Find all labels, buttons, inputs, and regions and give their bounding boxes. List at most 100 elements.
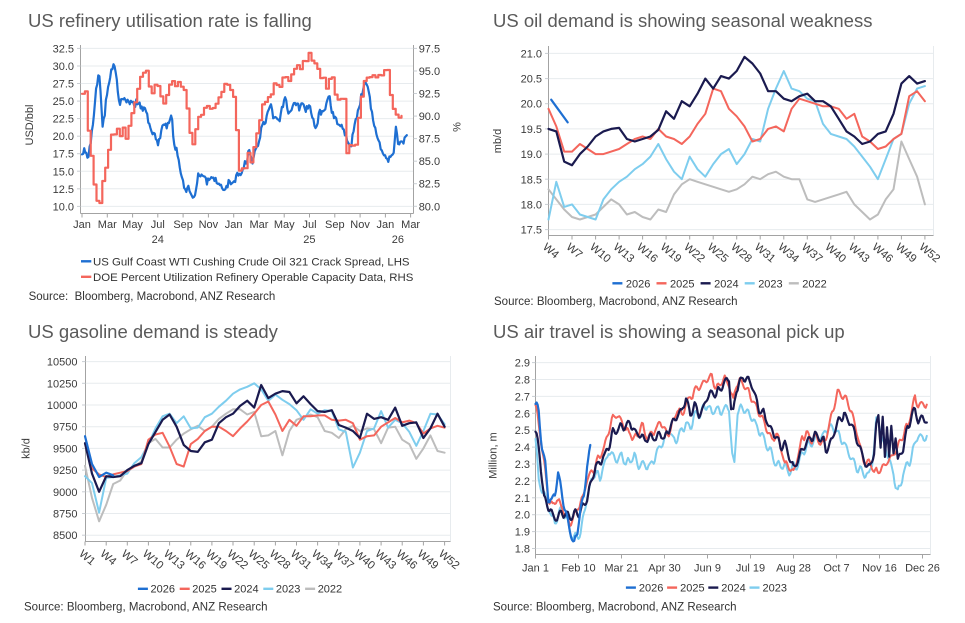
svg-text:21.0: 21.0 — [521, 48, 542, 60]
svg-text:Dec 26: Dec 26 — [905, 563, 940, 575]
svg-text:15.0: 15.0 — [53, 166, 74, 178]
svg-text:US air travel is showing a sea: US air travel is showing a seasonal pick… — [493, 321, 845, 342]
svg-text:18.5: 18.5 — [521, 174, 542, 186]
svg-text:Jan: Jan — [73, 219, 91, 231]
svg-text:18.0: 18.0 — [521, 199, 542, 211]
svg-text:2.3: 2.3 — [515, 459, 530, 471]
svg-text:17.5: 17.5 — [521, 225, 542, 237]
svg-text:24: 24 — [152, 234, 164, 246]
svg-text:2.8: 2.8 — [515, 375, 530, 387]
svg-text:82.5: 82.5 — [419, 179, 440, 191]
svg-text:US Gulf Coast WTI Cushing Crud: US Gulf Coast WTI Cushing Crude Oil 321 … — [93, 256, 410, 268]
svg-text:2022: 2022 — [802, 279, 826, 291]
svg-text:Source: Bloomberg, Macrobond,: Source: Bloomberg, Macrobond, ANZ Resear… — [493, 601, 737, 613]
svg-text:2.2: 2.2 — [515, 476, 530, 488]
svg-text:Jul: Jul — [151, 219, 165, 231]
svg-text:May: May — [274, 219, 295, 231]
svg-text:Apr 30: Apr 30 — [648, 563, 680, 575]
svg-text:2025: 2025 — [670, 279, 694, 291]
svg-text:2.4: 2.4 — [515, 442, 530, 454]
svg-text:92.5: 92.5 — [419, 89, 440, 101]
svg-text:2026: 2026 — [151, 584, 175, 596]
svg-text:95.0: 95.0 — [419, 66, 440, 78]
svg-text:2025: 2025 — [680, 582, 704, 594]
svg-text:Mar: Mar — [401, 219, 420, 231]
svg-text:US oil demand is showing seaso: US oil demand is showing seasonal weakne… — [493, 10, 872, 31]
svg-text:27.5: 27.5 — [53, 79, 74, 91]
svg-text:30.0: 30.0 — [53, 61, 74, 73]
svg-text:Jan: Jan — [225, 219, 243, 231]
svg-text:9750: 9750 — [53, 422, 77, 434]
svg-text:Nov: Nov — [350, 219, 370, 231]
svg-text:25.0: 25.0 — [53, 96, 74, 108]
svg-text:10250: 10250 — [47, 378, 78, 390]
svg-text:Nov: Nov — [199, 219, 219, 231]
svg-text:2.5: 2.5 — [515, 425, 530, 437]
svg-text:Sep: Sep — [325, 219, 345, 231]
svg-text:Sep: Sep — [173, 219, 193, 231]
svg-text:19.0: 19.0 — [521, 149, 542, 161]
svg-text:80.0: 80.0 — [419, 201, 440, 213]
svg-text:Jun 9: Jun 9 — [694, 563, 721, 575]
svg-text:May: May — [122, 219, 143, 231]
svg-text:1.8: 1.8 — [515, 544, 530, 556]
svg-text:kb/d: kb/d — [21, 438, 33, 459]
svg-text:26: 26 — [392, 234, 404, 246]
svg-text:22.5: 22.5 — [53, 114, 74, 126]
svg-text:20.0: 20.0 — [53, 131, 74, 143]
svg-text:10500: 10500 — [47, 357, 78, 369]
svg-text:Million, m: Million, m — [488, 432, 500, 478]
svg-text:2.9: 2.9 — [515, 358, 530, 370]
svg-text:2.1: 2.1 — [515, 493, 530, 505]
svg-text:10000: 10000 — [47, 400, 78, 412]
svg-text:2.6: 2.6 — [515, 408, 530, 420]
svg-text:US gasoline demand is steady: US gasoline demand is steady — [28, 321, 279, 342]
svg-text:Mar: Mar — [98, 219, 117, 231]
svg-text:87.5: 87.5 — [419, 134, 440, 146]
svg-text:9000: 9000 — [53, 487, 77, 499]
svg-text:25: 25 — [303, 234, 315, 246]
svg-text:20.0: 20.0 — [521, 99, 542, 111]
svg-text:19.5: 19.5 — [521, 124, 542, 136]
svg-text:Source: Bloomberg, Macrobond,: Source: Bloomberg, Macrobond, ANZ Resear… — [29, 291, 276, 303]
svg-text:DOE Percent Utilization Refine: DOE Percent Utilization Refinery Operabl… — [93, 272, 414, 284]
svg-text:2023: 2023 — [276, 584, 300, 596]
svg-text:12.5: 12.5 — [53, 184, 74, 196]
svg-text:Feb 10: Feb 10 — [561, 563, 595, 575]
svg-text:Mar: Mar — [249, 219, 268, 231]
svg-text:8500: 8500 — [53, 530, 77, 542]
svg-text:2.7: 2.7 — [515, 391, 530, 403]
svg-text:Oct 7: Oct 7 — [823, 563, 849, 575]
svg-text:mb/d: mb/d — [492, 129, 504, 153]
svg-text:Source: Bloomberg, Macrobond,: Source: Bloomberg, Macrobond, ANZ Resear… — [494, 296, 738, 308]
svg-text:Source: Bloomberg, Macrobond,: Source: Bloomberg, Macrobond, ANZ Resear… — [24, 601, 268, 613]
svg-text:Jan 1: Jan 1 — [522, 563, 549, 575]
svg-text:2025: 2025 — [192, 584, 216, 596]
svg-text:97.5: 97.5 — [419, 43, 440, 55]
svg-text:2.0: 2.0 — [515, 510, 530, 522]
svg-text:2026: 2026 — [639, 582, 663, 594]
svg-text:Jan: Jan — [376, 219, 394, 231]
svg-text:2024: 2024 — [714, 279, 738, 291]
svg-text:32.5: 32.5 — [53, 43, 74, 55]
svg-text:85.0: 85.0 — [419, 156, 440, 168]
svg-text:Nov 16: Nov 16 — [862, 563, 897, 575]
svg-text:2026: 2026 — [626, 279, 650, 291]
svg-text:2024: 2024 — [234, 584, 258, 596]
svg-text:9500: 9500 — [53, 443, 77, 455]
svg-text:2023: 2023 — [758, 279, 782, 291]
svg-text:2024: 2024 — [721, 582, 745, 594]
svg-text:2022: 2022 — [318, 584, 342, 596]
svg-text:US refinery utilisation rate i: US refinery utilisation rate is falling — [28, 10, 312, 31]
svg-text:10.0: 10.0 — [53, 201, 74, 213]
svg-text:%: % — [452, 122, 464, 132]
svg-text:9250: 9250 — [53, 465, 77, 477]
svg-text:Aug 28: Aug 28 — [776, 563, 811, 575]
svg-text:1.9: 1.9 — [515, 527, 530, 539]
svg-text:USD/bbl: USD/bbl — [24, 105, 36, 146]
svg-text:90.0: 90.0 — [419, 111, 440, 123]
svg-text:2023: 2023 — [763, 582, 787, 594]
svg-text:Jul 19: Jul 19 — [736, 563, 765, 575]
svg-text:8750: 8750 — [53, 509, 77, 521]
svg-text:Mar 21: Mar 21 — [604, 563, 638, 575]
